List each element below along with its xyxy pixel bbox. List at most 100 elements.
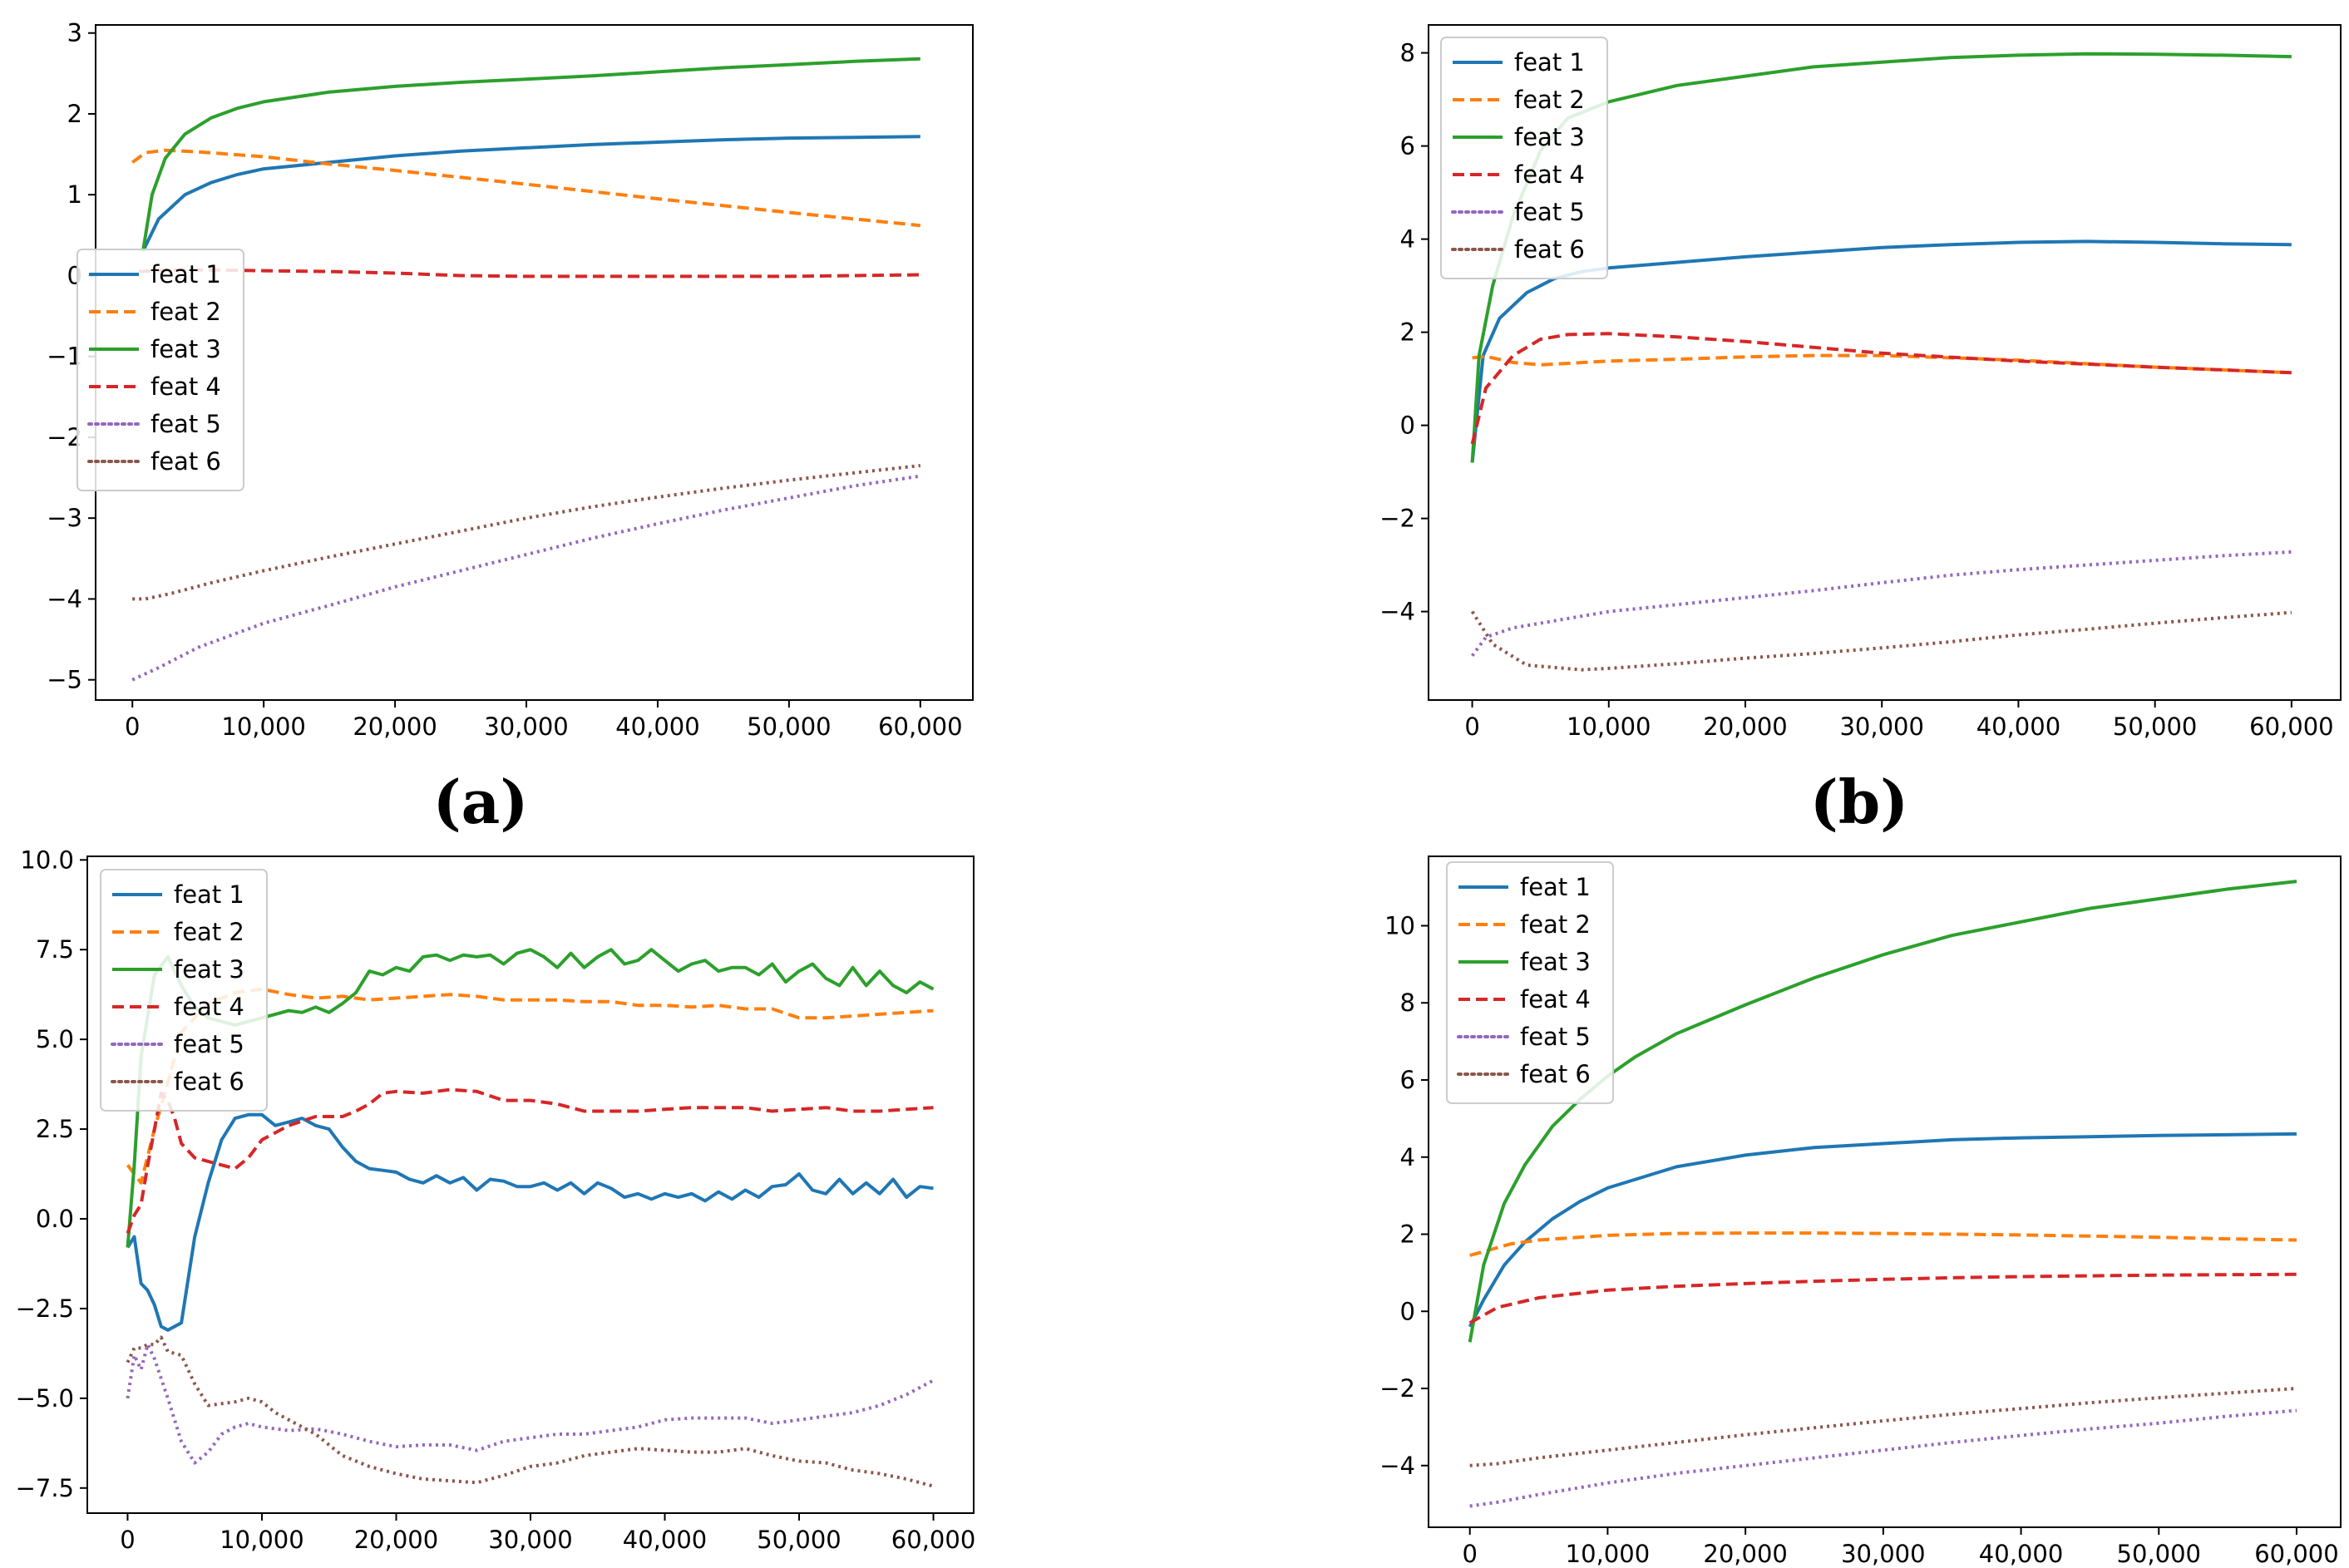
legend-label: feat 6 [151, 447, 221, 476]
y-tick-label: −5 [47, 666, 82, 694]
series-line-feat-1 [1470, 239, 2292, 463]
chart-panel-b: 0 10,000 20,000 30,000 40,000 50,000 60,000 −4 −… [1379, 24, 2342, 837]
x-tick-label: 50,000 [2113, 713, 2197, 741]
legend-label: feat 3 [1514, 123, 1585, 151]
series-lines [131, 57, 921, 682]
legend-label: feat 3 [1520, 948, 1591, 976]
legend-label: feat 2 [1514, 86, 1585, 114]
chart-panel-a: 0 10,000 20,000 30,000 40,000 50,000 60,000 −5 −… [47, 19, 974, 837]
y-tick-label: 2.5 [36, 1115, 74, 1143]
chart-panel-d: 0 10,000 20,000 30,000 40,000 50,000 60,000 −4 −… [1379, 855, 2342, 1568]
y-tick-label: 8 [1400, 39, 1415, 67]
series-line-feat-1 [126, 1112, 934, 1332]
y-tick-label: −4 [47, 584, 82, 613]
series-line-feat-2 [1472, 353, 2292, 375]
x-tick-label: 10,000 [1567, 713, 1651, 741]
y-tick-label: −3 [47, 504, 82, 532]
series-line-feat-5 [1470, 550, 2292, 657]
y-tick-label: −2 [1379, 1374, 1415, 1403]
legend-label: feat 2 [151, 298, 221, 326]
y-tick-label: −2 [47, 423, 82, 451]
series-line-feat-4 [126, 1087, 934, 1234]
series-lines [1468, 880, 2297, 1508]
x-tick-label: 20,000 [354, 1526, 438, 1554]
x-tick-label: 0 [125, 713, 140, 741]
y-tick-label: 2 [67, 100, 82, 128]
panel-label: (a) [433, 767, 529, 837]
x-tick-label: 20,000 [1703, 1540, 1787, 1568]
x-tick-label: 0 [1464, 713, 1479, 741]
series-line-feat-3 [1468, 880, 2297, 1343]
x-tick-label: 30,000 [1839, 713, 1923, 741]
x-tick-label: 40,000 [1979, 1540, 2063, 1568]
y-tick-label: −4 [1379, 1452, 1415, 1480]
series-line-feat-5 [131, 474, 921, 682]
legend-label: feat 4 [1520, 985, 1591, 1013]
y-tick-label: 6 [1400, 1066, 1415, 1094]
legend: feat 1 feat 2 feat 3 feat 4 feat 5 feat 6 [76, 249, 244, 491]
legend-label: feat 4 [174, 993, 244, 1021]
x-tick-label: 60,000 [2254, 1540, 2338, 1568]
y-tick-label: −2.5 [16, 1294, 74, 1323]
legend-label: feat 1 [151, 260, 221, 288]
x-tick-label: 60,000 [891, 1526, 975, 1554]
legend-label: feat 1 [1514, 48, 1585, 76]
y-tick-label: 8 [1400, 989, 1415, 1017]
x-tick-label: 0 [120, 1526, 135, 1554]
axes-frame [1428, 855, 2342, 1528]
legend: feat 1 feat 2 feat 3 feat 4 feat 5 feat 6 [1446, 861, 1614, 1104]
series-line-feat-4 [1470, 332, 2292, 445]
legend-label: feat 5 [1520, 1023, 1591, 1051]
x-tick-label: 30,000 [1841, 1540, 1925, 1568]
x-tick-label: 30,000 [488, 1526, 572, 1554]
legend-label: feat 5 [151, 410, 221, 438]
x-tick-label: 50,000 [2117, 1540, 2201, 1568]
x-tick-label: 0 [1462, 1540, 1477, 1568]
series-line-feat-4 [1468, 1272, 2297, 1324]
x-tick-label: 10,000 [1566, 1540, 1650, 1568]
legend-label: feat 5 [174, 1030, 244, 1058]
legend-label: feat 6 [1520, 1060, 1591, 1088]
series-line-feat-6 [1470, 610, 2292, 672]
legend-label: feat 4 [151, 372, 221, 401]
legend-label: feat 6 [1514, 235, 1585, 264]
series-line-feat-6 [1469, 1387, 2297, 1467]
y-tick-label: −7.5 [16, 1474, 74, 1502]
y-tick-label: 10 [1384, 911, 1415, 939]
legend-label: feat 1 [1520, 873, 1591, 901]
x-tick-label: 30,000 [484, 713, 568, 741]
y-tick-label: 0.0 [36, 1205, 74, 1233]
x-tick-label: 60,000 [878, 713, 962, 741]
axes-frame [1428, 24, 2342, 701]
series-line-feat-2 [131, 148, 920, 228]
legend-label: feat 5 [1514, 198, 1585, 226]
y-tick-label: −4 [1379, 598, 1415, 626]
x-tick-label: 10,000 [221, 713, 305, 741]
y-tick-label: 1 [67, 180, 82, 209]
legend: feat 1 feat 2 feat 3 feat 4 feat 5 feat 6 [1440, 37, 1608, 279]
legend-label: feat 6 [174, 1068, 244, 1096]
y-tick-label: 2 [1400, 1220, 1415, 1249]
legend-label: feat 4 [1514, 160, 1585, 189]
legend: feat 1 feat 2 feat 3 feat 4 feat 5 feat 6 [100, 869, 268, 1112]
y-tick-label: 5.0 [36, 1025, 74, 1053]
y-tick-label: 0 [1400, 412, 1415, 440]
series-line-feat-6 [132, 464, 921, 601]
y-tick-label: 0 [1400, 1297, 1415, 1325]
y-tick-label: 4 [1400, 1143, 1415, 1171]
panel-label: (b) [1810, 767, 1908, 837]
y-tick-label: 7.5 [36, 935, 74, 964]
series-line-feat-5 [126, 1343, 935, 1465]
x-tick-label: 20,000 [1703, 713, 1787, 741]
legend-label: feat 1 [174, 880, 244, 909]
legend-label: feat 3 [151, 335, 221, 363]
y-tick-label: 4 [1400, 225, 1415, 254]
series-line-feat-1 [141, 135, 920, 253]
y-tick-label: −2 [1379, 505, 1415, 533]
legend-label: feat 3 [174, 955, 244, 984]
series-line-feat-3 [141, 57, 920, 252]
legend-box [76, 249, 244, 491]
y-tick-label: 6 [1400, 132, 1415, 160]
series-line-feat-6 [126, 1335, 935, 1488]
